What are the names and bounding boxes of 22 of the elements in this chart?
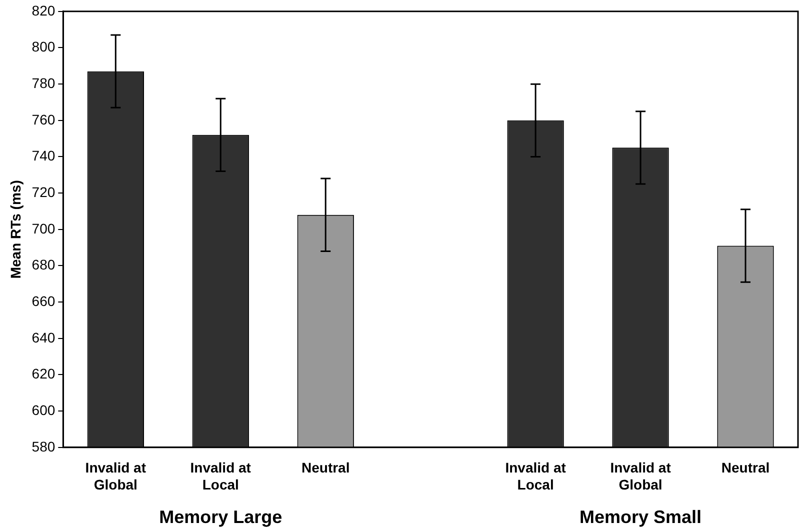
y-tick-label: 780	[32, 74, 56, 91]
x-tick-label: Invalid at Global	[610, 460, 672, 492]
y-tick-label: 740	[32, 148, 56, 164]
y-tick-label: 760	[32, 111, 56, 128]
text: Memory Small	[580, 506, 702, 527]
y-tick-label: 820	[32, 2, 56, 18]
y-tick-label: 680	[32, 256, 56, 273]
y-tick-label: 700	[32, 220, 56, 236]
y-tick-label: 620	[32, 366, 56, 382]
text: Memory Large	[159, 506, 282, 527]
x-tick-label: Invalid at Local	[190, 460, 252, 492]
y-tick-label: 640	[32, 329, 56, 346]
x-tick-label: Invalid at Global	[85, 460, 146, 492]
y-tick-label: 600	[32, 402, 56, 418]
x-tick-label: Neutral	[721, 460, 770, 476]
x-tick-label: Neutral	[301, 460, 350, 476]
y-tick-label: 720	[32, 184, 56, 200]
y-axis-title: Mean RTs (ms)	[7, 180, 24, 279]
y-tick-label: 580	[32, 438, 56, 454]
x-tick-label: Invalid at Local	[505, 460, 566, 492]
y-tick-label: 800	[32, 38, 56, 55]
y-tick-label: 660	[32, 292, 56, 309]
